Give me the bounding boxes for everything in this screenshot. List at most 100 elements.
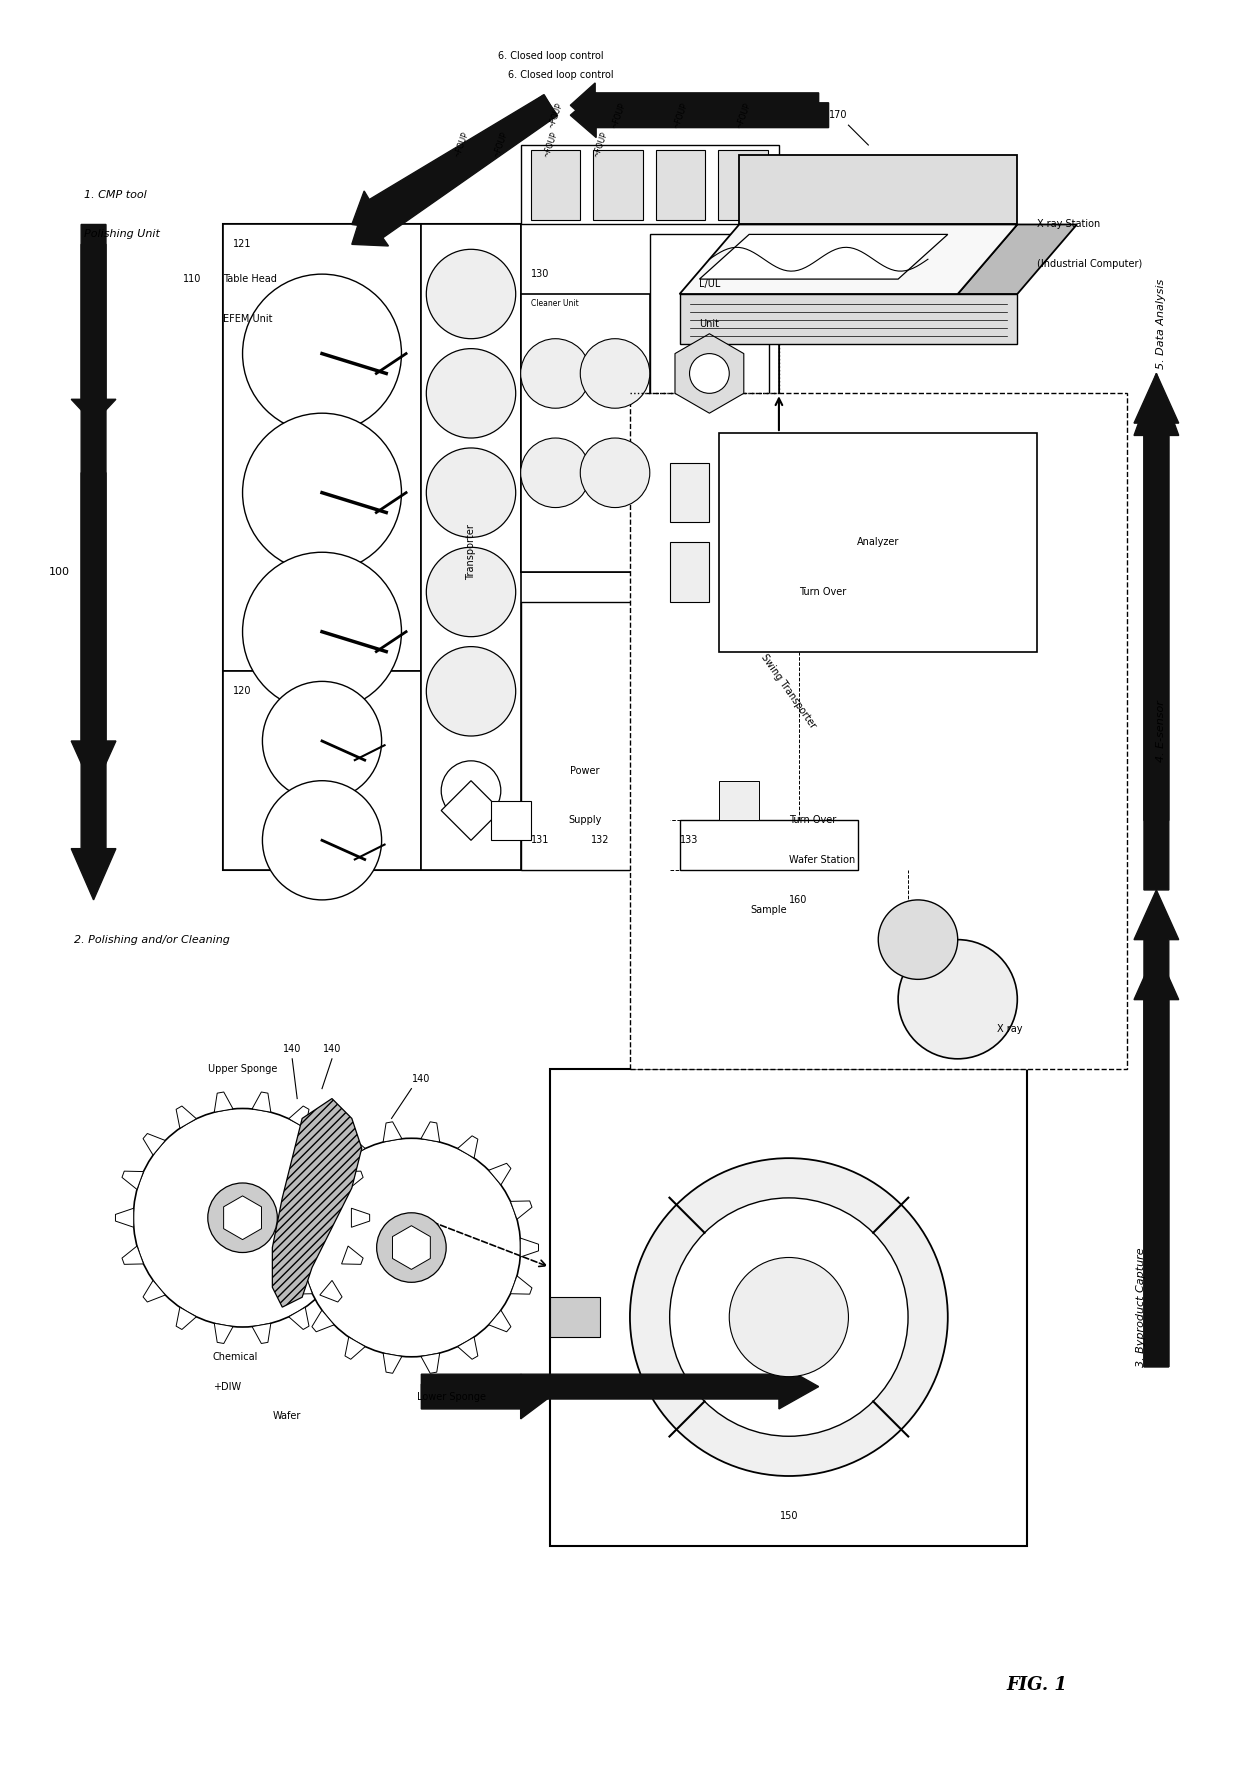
Text: X ray: X ray <box>997 1025 1023 1034</box>
Text: ~FOUP: ~FOUP <box>453 131 470 159</box>
Polygon shape <box>345 1136 366 1158</box>
Text: Upper Sponge: Upper Sponge <box>208 1064 278 1074</box>
FancyArrow shape <box>570 83 818 127</box>
Text: Power: Power <box>570 766 600 775</box>
Text: Transporter: Transporter <box>466 524 476 581</box>
Text: +DIW: +DIW <box>213 1382 241 1391</box>
Text: 100: 100 <box>48 566 69 577</box>
Bar <box>718 150 768 219</box>
Text: 140: 140 <box>283 1044 301 1053</box>
Polygon shape <box>273 1099 362 1306</box>
Polygon shape <box>420 1352 440 1374</box>
Circle shape <box>427 448 516 538</box>
Text: ~FOUP: ~FOUP <box>609 101 626 129</box>
Bar <box>680 294 1017 343</box>
Polygon shape <box>345 1336 366 1359</box>
Circle shape <box>689 354 729 393</box>
Text: L/UL: L/UL <box>698 280 720 289</box>
Polygon shape <box>176 1308 196 1329</box>
Circle shape <box>441 761 501 821</box>
Polygon shape <box>312 1163 334 1184</box>
Bar <box>491 800 531 841</box>
Polygon shape <box>284 1237 303 1257</box>
Text: 133: 133 <box>681 835 698 846</box>
Circle shape <box>878 899 957 979</box>
Circle shape <box>630 1158 947 1476</box>
Polygon shape <box>680 225 1017 294</box>
Text: Swing Transporter: Swing Transporter <box>759 653 818 731</box>
Circle shape <box>243 412 402 572</box>
Circle shape <box>263 681 382 800</box>
Polygon shape <box>291 1276 312 1294</box>
FancyArrow shape <box>1135 949 1179 1366</box>
Bar <box>551 1069 1027 1545</box>
Circle shape <box>243 552 402 712</box>
FancyArrow shape <box>1135 890 1179 1366</box>
Text: 120: 120 <box>233 687 252 696</box>
Circle shape <box>521 338 590 409</box>
Bar <box>521 225 779 572</box>
Polygon shape <box>511 1276 532 1294</box>
Circle shape <box>670 1198 908 1435</box>
Bar <box>656 150 706 219</box>
Text: Chemical: Chemical <box>213 1352 258 1361</box>
Polygon shape <box>441 781 501 841</box>
Bar <box>670 542 709 602</box>
Polygon shape <box>215 1092 233 1112</box>
Bar <box>223 225 779 871</box>
Circle shape <box>898 940 1017 1058</box>
Text: 4. E-sensor: 4. E-sensor <box>1157 701 1167 761</box>
Polygon shape <box>341 1246 363 1264</box>
Text: Cleaner Unit: Cleaner Unit <box>531 299 578 308</box>
FancyArrow shape <box>71 244 115 791</box>
Text: 5. Data Analysis: 5. Data Analysis <box>1157 278 1167 368</box>
Circle shape <box>377 1212 446 1281</box>
Text: ~FOUP: ~FOUP <box>492 131 510 159</box>
Polygon shape <box>521 1237 538 1257</box>
Text: 3. Byproduct Capture: 3. Byproduct Capture <box>1136 1248 1147 1366</box>
FancyArrow shape <box>1135 373 1179 821</box>
FancyArrow shape <box>352 96 558 246</box>
Text: 150: 150 <box>780 1512 799 1520</box>
Text: Table Head: Table Head <box>223 274 277 285</box>
FancyArrow shape <box>71 473 115 899</box>
Text: Wafer: Wafer <box>273 1411 301 1421</box>
Polygon shape <box>351 1209 370 1227</box>
Circle shape <box>427 547 516 637</box>
Text: FIG. 1: FIG. 1 <box>1007 1676 1068 1694</box>
Polygon shape <box>215 1324 233 1343</box>
Polygon shape <box>383 1352 402 1374</box>
Bar <box>422 225 521 871</box>
Text: X-ray Station: X-ray Station <box>1037 219 1100 230</box>
FancyArrow shape <box>422 1365 818 1409</box>
Bar <box>630 393 1127 1069</box>
Polygon shape <box>489 1163 511 1184</box>
Text: Unit: Unit <box>699 319 719 329</box>
Polygon shape <box>289 1308 309 1329</box>
Circle shape <box>580 437 650 508</box>
Text: Supply: Supply <box>569 816 601 825</box>
Polygon shape <box>252 1324 270 1343</box>
Bar <box>223 671 422 871</box>
Polygon shape <box>957 225 1076 294</box>
Text: Sample: Sample <box>750 904 787 915</box>
Circle shape <box>133 1108 352 1328</box>
Text: 6. Closed loop control: 6. Closed loop control <box>497 51 604 60</box>
Bar <box>650 234 769 423</box>
Polygon shape <box>122 1246 144 1264</box>
Bar <box>531 150 580 219</box>
Polygon shape <box>176 1106 196 1127</box>
Polygon shape <box>383 1122 402 1142</box>
Text: ~FOUP: ~FOUP <box>547 101 564 129</box>
Text: ~FOUP: ~FOUP <box>734 101 751 129</box>
Circle shape <box>303 1138 521 1358</box>
Polygon shape <box>115 1209 134 1227</box>
Polygon shape <box>143 1280 165 1303</box>
Text: 121: 121 <box>233 239 252 250</box>
Bar <box>521 145 779 225</box>
Polygon shape <box>739 156 1017 225</box>
Text: Analyzer: Analyzer <box>857 538 899 547</box>
Text: ~FOUP: ~FOUP <box>542 131 559 159</box>
Bar <box>521 602 650 871</box>
Text: ~FOUP: ~FOUP <box>672 101 689 129</box>
